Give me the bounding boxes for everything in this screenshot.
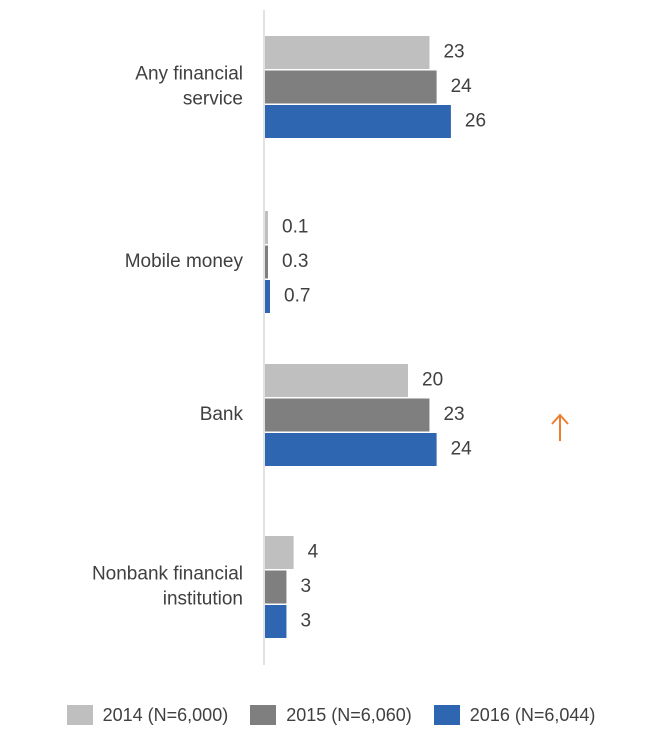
data-label-nonbank-financial-institution-2016: 3: [300, 611, 311, 632]
data-label-any-financial-service-2015: 24: [451, 76, 473, 97]
legend-swatch-2016: [433, 705, 460, 725]
bar-mobile-money-2014: [265, 211, 268, 244]
legend-swatch-2014: [66, 705, 93, 725]
legend-item-2015: 2015 (N=6,060): [250, 705, 412, 726]
data-label-bank-2015: 23: [443, 404, 464, 425]
legend-swatch-2015: [250, 705, 277, 725]
category-labels: Any financial service Mobile money Bank Nonb…: [92, 64, 244, 610]
bar-any-financial-service-2015: [265, 70, 437, 104]
data-label-nonbank-financial-institution-2015: 3: [300, 576, 311, 597]
legend-item-2014: 2014 (N=6,000): [66, 704, 229, 726]
data-label-nonbank-financial-institution-2014: 4: [308, 542, 319, 563]
bar-mobile-money-2016: [265, 280, 271, 313]
bar-nonbank-financial-institution-2014: [265, 536, 294, 569]
bar-bank-2015: [265, 398, 430, 432]
data-label-bank-2014: 20: [422, 370, 443, 391]
bar-nonbank-financial-institution-2015: [265, 570, 287, 604]
annotations: [551, 413, 569, 441]
legend-label-2015: 2015 (N=6,060): [286, 704, 412, 725]
category-label-nonbank-financial-institution: Nonbank financial institution: [92, 564, 243, 610]
bar-bank-2016: [265, 433, 437, 466]
legend: 2014 (N=6,000) 2015 (N=6,060) 2016 (N=6,…: [0, 700, 662, 730]
legend-item-2016: 2016 (N=6,044): [433, 704, 596, 726]
data-label-bank-2016: 24: [451, 439, 473, 460]
data-label-any-financial-service-2016: 26: [465, 111, 486, 132]
bar-bank-2014: [265, 364, 408, 397]
category-label-bank: Bank: [200, 404, 244, 425]
category-label-mobile-money: Mobile money: [125, 251, 244, 272]
bar-nonbank-financial-institution-2016: [265, 605, 287, 638]
legend-label-2016: 2016 (N=6,044): [469, 704, 596, 725]
data-label-mobile-money-2015: 0.3: [282, 251, 308, 272]
data-label-mobile-money-2014: 0.1: [282, 217, 308, 238]
data-label-mobile-money-2016: 0.7: [284, 286, 310, 307]
bar-mobile-money-2015: [265, 245, 268, 279]
bar-any-financial-service-2016: [265, 105, 451, 138]
bars: [265, 36, 451, 638]
data-label-any-financial-service-2014: 23: [443, 42, 464, 63]
bar-any-financial-service-2014: [265, 36, 430, 69]
legend-label-2014: 2014 (N=6,000): [102, 704, 229, 725]
up-arrow-icon: [551, 413, 569, 441]
category-label-any-financial-service: Any financial service: [135, 64, 243, 110]
